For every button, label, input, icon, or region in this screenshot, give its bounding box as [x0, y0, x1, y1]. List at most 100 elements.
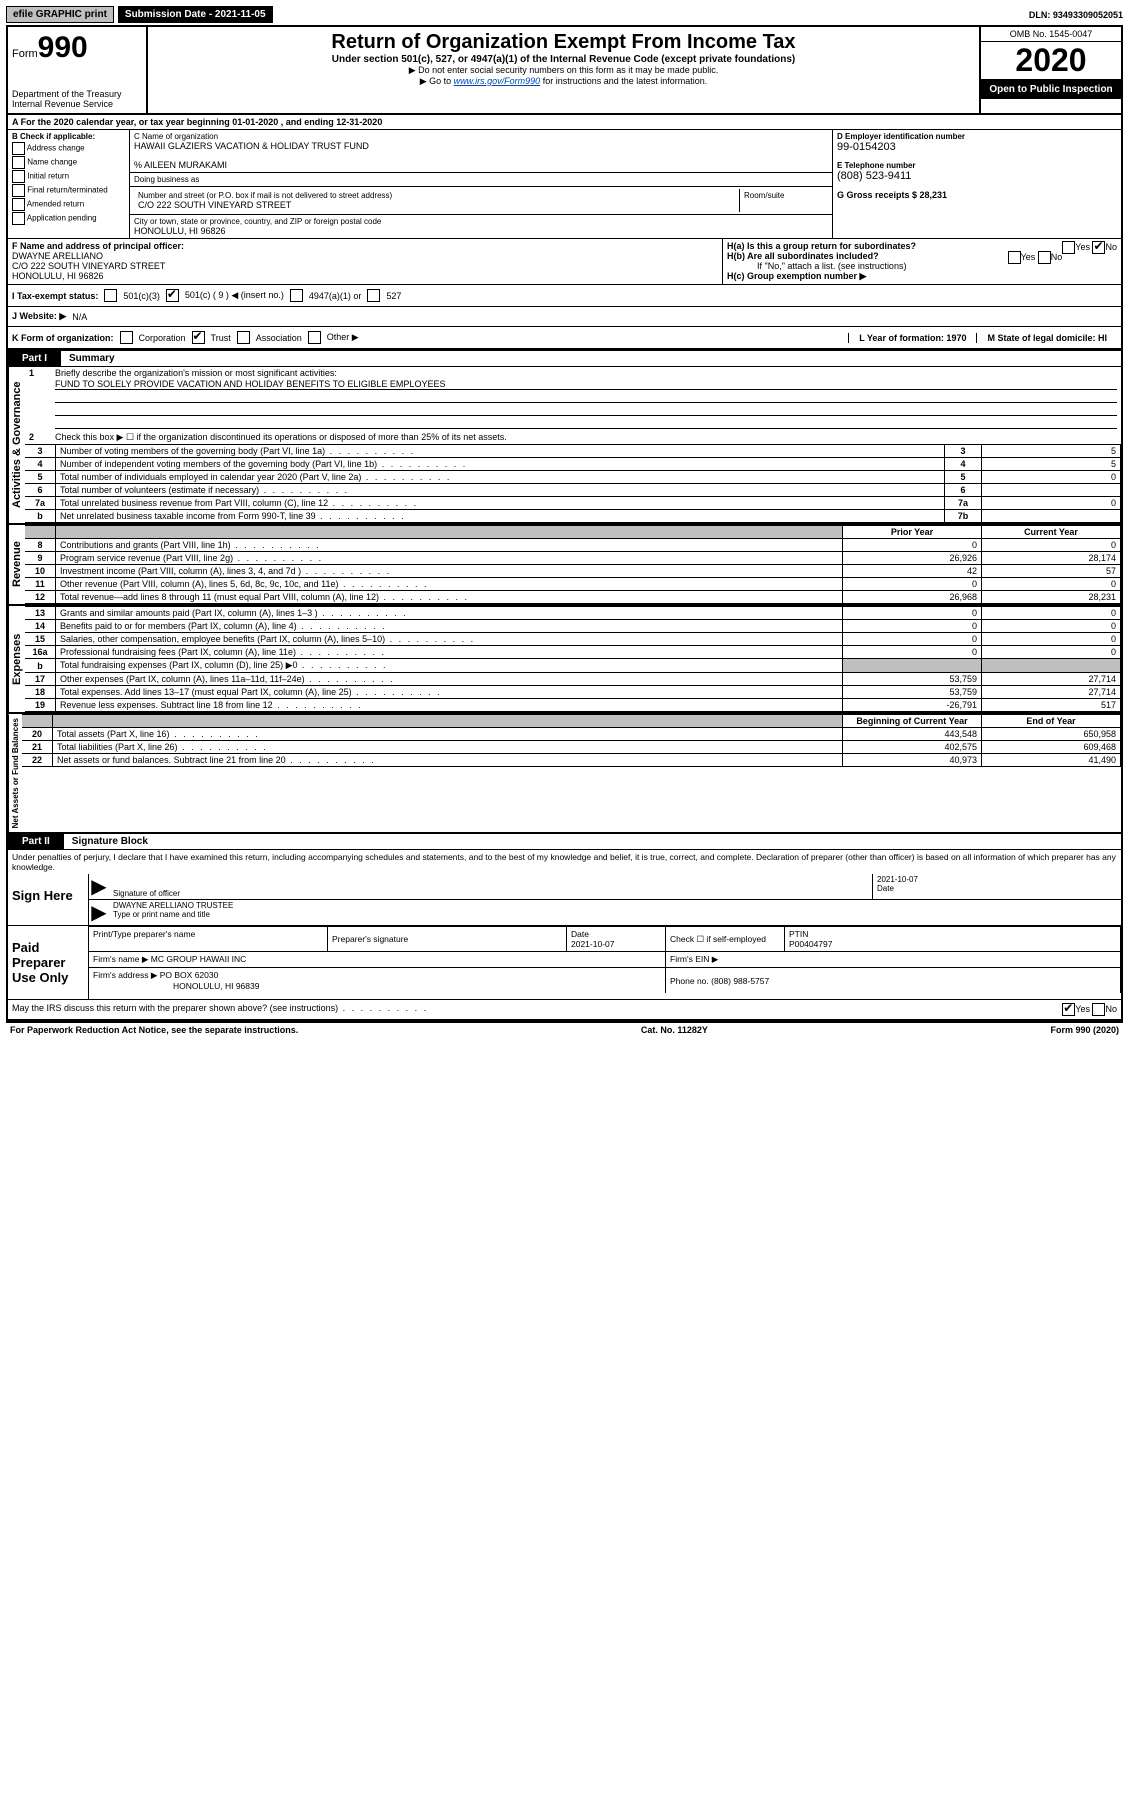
row-k: K Form of organization: Corporation Trus… — [8, 327, 1121, 350]
ha-yes[interactable] — [1062, 241, 1075, 254]
irs-link[interactable]: www.irs.gov/Form990 — [454, 76, 541, 86]
part1-tab: Part I — [8, 351, 61, 366]
lbl-501c: 501(c) ( 9 ) ◀ (insert no.) — [185, 290, 284, 301]
sig-type-lbl: Type or print name and title — [113, 910, 210, 919]
addr-lbl: Number and street (or P.O. box if mail i… — [138, 191, 392, 200]
lbl-trust: Trust — [211, 333, 231, 343]
line2-txt: Check this box ▶ ☐ if the organization d… — [55, 432, 1117, 443]
ptin: P00404797 — [789, 939, 833, 949]
ptin-lbl: PTIN — [789, 929, 808, 939]
chk-final-return[interactable] — [12, 184, 25, 197]
chk-name-change[interactable] — [12, 156, 25, 169]
paid-preparer-row: Paid Preparer Use Only Print/Type prepar… — [8, 926, 1121, 1000]
preparer-table: Print/Type preparer's name Preparer's si… — [89, 926, 1121, 993]
firm-name: MC GROUP HAWAII INC — [151, 954, 247, 964]
room-suite-lbl: Room/suite — [740, 189, 828, 212]
note-goto-pre: ▶ Go to — [420, 76, 454, 86]
paid-preparer-lbl: Paid Preparer Use Only — [8, 926, 89, 999]
discuss-no[interactable] — [1092, 1003, 1105, 1016]
lbl-name-change: Name change — [27, 158, 77, 167]
open-inspection: Open to Public Inspection — [981, 80, 1121, 99]
chk-address-change[interactable] — [12, 142, 25, 155]
dept-treasury: Department of the Treasury Internal Reve… — [12, 89, 142, 109]
form-title: Return of Organization Exempt From Incom… — [152, 31, 975, 54]
firm-phone: Phone no. (808) 988-5757 — [666, 968, 1121, 994]
chk-amended[interactable] — [12, 198, 25, 211]
website-lbl: J Website: ▶ — [12, 311, 66, 322]
section-b-to-g: B Check if applicable: Address change Na… — [8, 130, 1121, 239]
gross-receipts: G Gross receipts $ 28,231 — [837, 190, 947, 200]
chk-corp[interactable] — [120, 331, 133, 344]
lbl-initial-return: Initial return — [27, 172, 69, 181]
firm-addr1: PO BOX 62030 — [160, 970, 219, 980]
ein-lbl: D Employer identification number — [837, 132, 1117, 141]
note-ssn: ▶ Do not enter social security numbers o… — [152, 65, 975, 76]
part1-header: Part I Summary — [8, 350, 1121, 367]
ha-lbl: H(a) Is this a group return for subordin… — [727, 241, 916, 251]
hb-no[interactable] — [1038, 251, 1051, 264]
lbl-corp: Corporation — [139, 333, 186, 343]
tax-year: 2020 — [981, 42, 1121, 80]
expenses-section: Expenses 13Grants and similar amounts pa… — [8, 606, 1121, 714]
page-footer: For Paperwork Reduction Act Notice, see … — [6, 1023, 1123, 1037]
discuss-row: May the IRS discuss this return with the… — [8, 1000, 1121, 1021]
part2-tab: Part II — [8, 834, 64, 849]
box-d-e-g: D Employer identification number 99-0154… — [833, 130, 1121, 238]
netassets-section: Net Assets or Fund Balances Beginning of… — [8, 714, 1121, 833]
discuss-txt: May the IRS discuss this return with the… — [12, 1003, 428, 1016]
chk-501c[interactable] — [166, 289, 179, 302]
part2-header: Part II Signature Block — [8, 833, 1121, 850]
discuss-yes[interactable] — [1062, 1003, 1075, 1016]
form-subtitle: Under section 501(c), 527, or 4947(a)(1)… — [152, 54, 975, 65]
lbl-4947: 4947(a)(1) or — [309, 291, 362, 301]
form-org-lbl: K Form of organization: — [12, 333, 114, 343]
chk-501c3[interactable] — [104, 289, 117, 302]
website-val: N/A — [72, 312, 87, 322]
row-i: I Tax-exempt status: 501(c)(3) 501(c) ( … — [8, 285, 1121, 307]
street-address: C/O 222 SOUTH VINEYARD STREET — [138, 200, 291, 210]
hc-lbl: H(c) Group exemption number ▶ — [727, 271, 866, 281]
dln: DLN: 93493309052051 — [1029, 10, 1123, 20]
blank-line — [55, 418, 1117, 429]
footer-left: For Paperwork Reduction Act Notice, see … — [10, 1025, 298, 1035]
chk-initial-return[interactable] — [12, 170, 25, 183]
lbl-app-pending: Application pending — [27, 214, 97, 223]
dba-lbl: Doing business as — [134, 175, 199, 184]
org-name-lbl: C Name of organization — [134, 132, 218, 141]
chk-trust[interactable] — [192, 331, 205, 344]
lbl-other: Other ▶ — [327, 332, 359, 343]
hb-yes[interactable] — [1008, 251, 1021, 264]
ein: 99-0154203 — [837, 141, 1117, 153]
lbl-final-return: Final return/terminated — [27, 186, 107, 195]
part1-title: Summary — [61, 353, 115, 364]
netassets-table: Beginning of Current YearEnd of Year20To… — [22, 714, 1121, 767]
prep-date-lbl: Date — [571, 929, 589, 939]
box-c: C Name of organization HAWAII GLAZIERS V… — [130, 130, 833, 238]
footer-mid: Cat. No. 11282Y — [641, 1025, 708, 1035]
expenses-table: 13Grants and similar amounts paid (Part … — [25, 606, 1121, 712]
prep-name-lbl: Print/Type preparer's name — [93, 929, 195, 939]
omb-number: OMB No. 1545-0047 — [981, 27, 1121, 42]
chk-other[interactable] — [308, 331, 321, 344]
ha-no[interactable] — [1092, 241, 1105, 254]
officer-name: DWAYNE ARELLIANO — [12, 251, 103, 261]
chk-assoc[interactable] — [237, 331, 250, 344]
firm-addr-lbl: Firm's address ▶ — [93, 970, 157, 980]
lbl-address-change: Address change — [27, 144, 85, 153]
penalty-text: Under penalties of perjury, I declare th… — [8, 850, 1121, 874]
firm-name-lbl: Firm's name ▶ — [93, 954, 148, 964]
chk-527[interactable] — [367, 289, 380, 302]
prep-date: 2021-10-07 — [571, 939, 614, 949]
chk-4947[interactable] — [290, 289, 303, 302]
note-goto-post: for instructions and the latest informat… — [540, 76, 707, 86]
header-left: Form990 Department of the Treasury Inter… — [8, 27, 148, 113]
lbl-amended: Amended return — [27, 200, 84, 209]
submission-btn[interactable]: Submission Date - 2021-11-05 — [118, 6, 273, 23]
year-formation: L Year of formation: 1970 — [848, 333, 976, 343]
part2-title: Signature Block — [64, 836, 148, 847]
expenses-label: Expenses — [8, 606, 25, 712]
chk-app-pending[interactable] — [12, 212, 25, 225]
efile-btn[interactable]: efile GRAPHIC print — [6, 6, 114, 23]
sign-here-lbl: Sign Here — [8, 874, 89, 925]
box-f: F Name and address of principal officer:… — [8, 239, 723, 284]
